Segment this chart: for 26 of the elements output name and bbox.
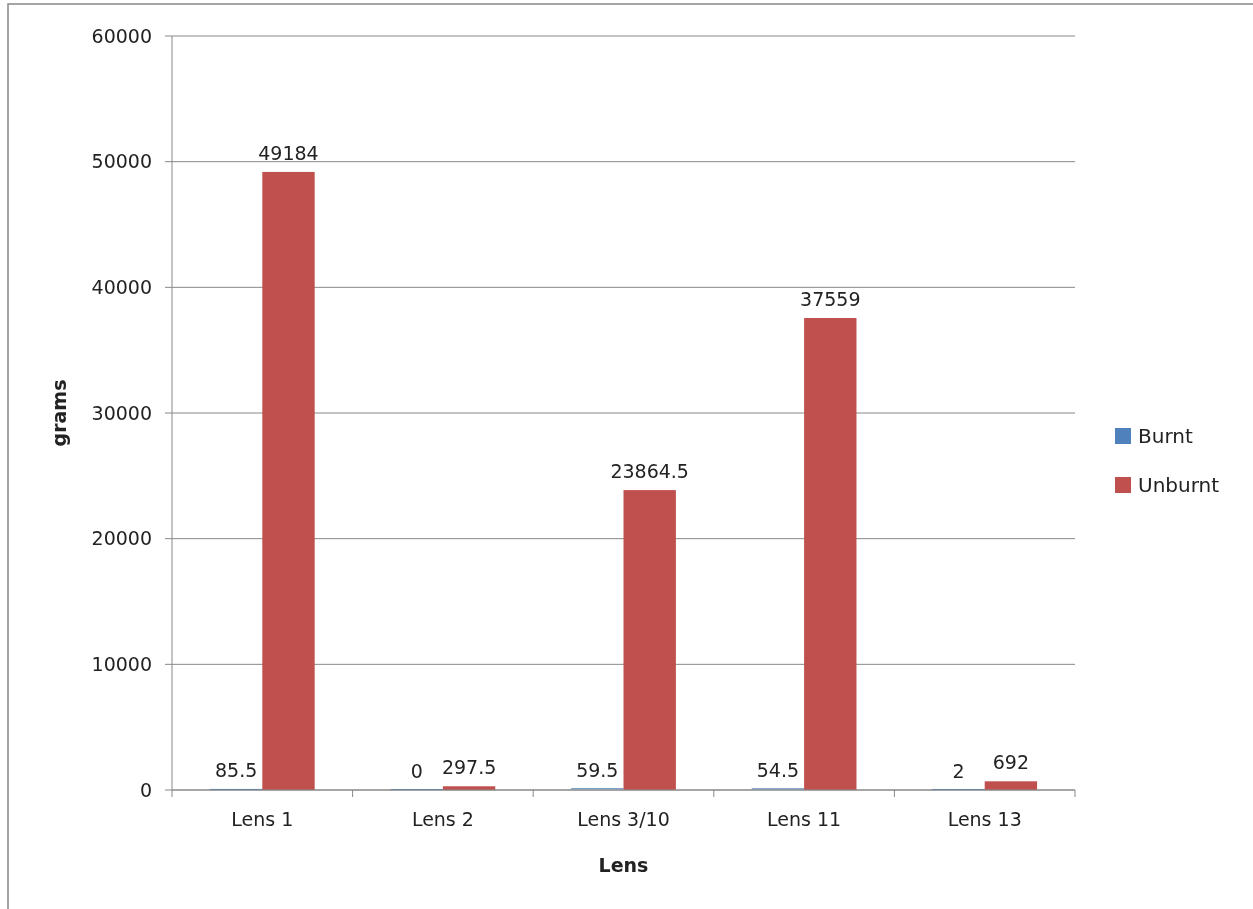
x-tick-label: Lens 11	[767, 808, 842, 830]
y-tick-label: 10000	[91, 652, 152, 675]
x-tick-label: Lens 1	[231, 808, 294, 830]
data-label: 0	[410, 760, 423, 782]
data-label: 37559	[800, 288, 861, 311]
y-tick-label: 0	[139, 778, 152, 801]
x-axis-title: Lens	[598, 854, 649, 876]
data-label: 23864.5	[610, 460, 689, 483]
legend-label: Burnt	[1138, 424, 1193, 448]
data-label: 59.5	[576, 759, 619, 782]
data-label: 692	[992, 751, 1030, 774]
data-label: 49184	[258, 141, 319, 164]
x-tick-label: Lens 2	[411, 808, 474, 830]
y-axis-title: grams	[48, 379, 70, 447]
data-label: 54.5	[756, 759, 800, 782]
legend-label: Unburnt	[1138, 473, 1220, 497]
data-label: 297.5	[441, 756, 497, 779]
y-tick-label: 40000	[91, 275, 152, 298]
data-label: 85.5	[214, 758, 258, 781]
x-tick-label: Lens 13	[947, 808, 1022, 830]
y-tick-label: 20000	[91, 527, 152, 550]
y-tick-label: 50000	[91, 150, 152, 173]
x-tick-label: Lens 3/10	[577, 808, 670, 830]
y-tick-label: 60000	[91, 24, 152, 47]
data-label: 2	[952, 759, 965, 782]
y-tick-label: 30000	[91, 401, 152, 424]
